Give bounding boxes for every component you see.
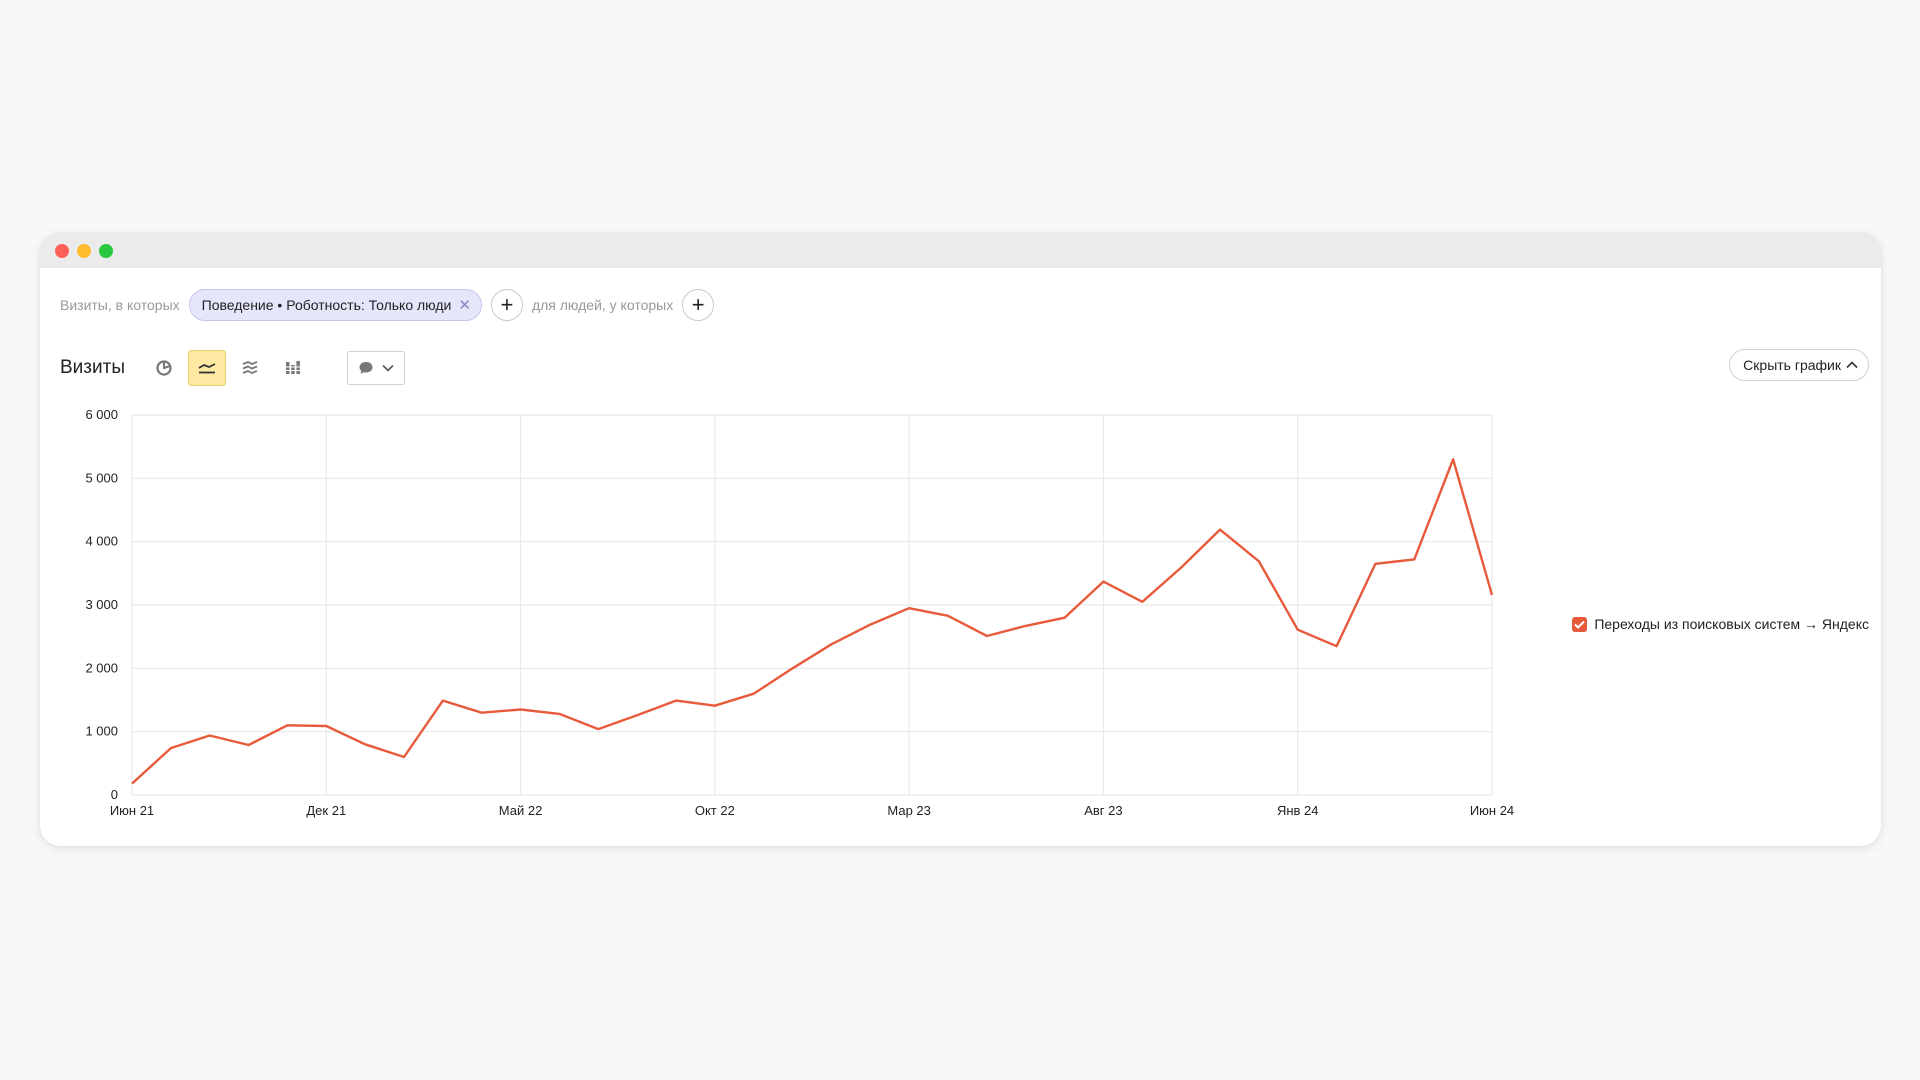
close-icon[interactable]: ✕ <box>458 296 471 314</box>
minimize-window-icon[interactable] <box>77 244 91 258</box>
x-tick-label: Янв 24 <box>1277 803 1319 818</box>
checkbox-checked-icon[interactable] <box>1572 616 1588 632</box>
y-tick-label: 0 <box>111 787 118 802</box>
stacked-bar-icon <box>284 361 301 374</box>
x-tick-label: Май 22 <box>499 803 543 818</box>
chevron-down-icon <box>382 364 394 372</box>
x-tick-label: Дек 21 <box>306 803 346 818</box>
add-people-filter-button[interactable]: + <box>682 289 715 321</box>
plus-icon: + <box>691 292 705 317</box>
filter-chip-label: Поведение • Роботность: Только люди <box>201 297 452 313</box>
x-tick-label: Окт 22 <box>695 803 735 818</box>
line-chart-icon <box>198 363 216 374</box>
x-tick-label: Июн 24 <box>1470 803 1514 818</box>
window-titlebar <box>40 233 1881 268</box>
add-visit-filter-button[interactable]: + <box>490 289 523 321</box>
y-tick-label: 5 000 <box>85 470 118 485</box>
app-window: Визиты, в которых Поведение • Роботность… <box>40 233 1881 846</box>
stacked-area-icon <box>242 361 258 374</box>
x-tick-label: Авг 23 <box>1084 803 1122 818</box>
pie-chart-icon <box>156 360 172 376</box>
legend-item[interactable]: Переходы из поисковых систем → Яндекс <box>1572 616 1869 632</box>
series-line <box>131 458 1494 785</box>
annotations-dropdown[interactable] <box>346 351 405 385</box>
visits-filter-label: Визиты, в которых <box>60 297 180 313</box>
stacked-bar-button[interactable] <box>274 350 312 386</box>
y-tick-label: 3 000 <box>85 597 118 612</box>
y-tick-label: 4 000 <box>85 534 118 549</box>
x-tick-label: Мар 23 <box>887 803 931 818</box>
people-filter-label: для людей, у которых <box>531 297 674 313</box>
hide-chart-label: Скрыть график <box>1743 357 1841 373</box>
pie-chart-button[interactable] <box>145 350 183 386</box>
y-tick-label: 2 000 <box>85 660 118 675</box>
legend-label: Переходы из поисковых систем → Яндекс <box>1594 616 1869 632</box>
comment-icon <box>359 362 373 374</box>
x-tick-label: Июн 21 <box>110 803 154 818</box>
close-window-icon[interactable] <box>55 244 69 258</box>
filter-chip-robotness[interactable]: Поведение • Роботность: Только люди ✕ <box>188 289 482 321</box>
y-tick-label: 6 000 <box>85 407 118 422</box>
page-title: Визиты <box>60 357 125 378</box>
plus-icon: + <box>500 292 514 317</box>
chart-toolbar: Визиты <box>60 348 405 388</box>
maximize-window-icon[interactable] <box>99 244 113 258</box>
line-chart-button[interactable] <box>187 350 226 386</box>
chevron-up-icon <box>1846 361 1858 369</box>
hide-chart-button[interactable]: Скрыть график <box>1729 349 1869 381</box>
visits-line-chart: 0 1 000 2 000 3 000 4 000 5 000 6 000 Июн 21 Дек… <box>85 407 1514 818</box>
y-tick-label: 1 000 <box>85 724 118 739</box>
segment-filters: Визиты, в которых Поведение • Роботность… <box>60 288 723 322</box>
stacked-area-button[interactable] <box>231 350 269 386</box>
